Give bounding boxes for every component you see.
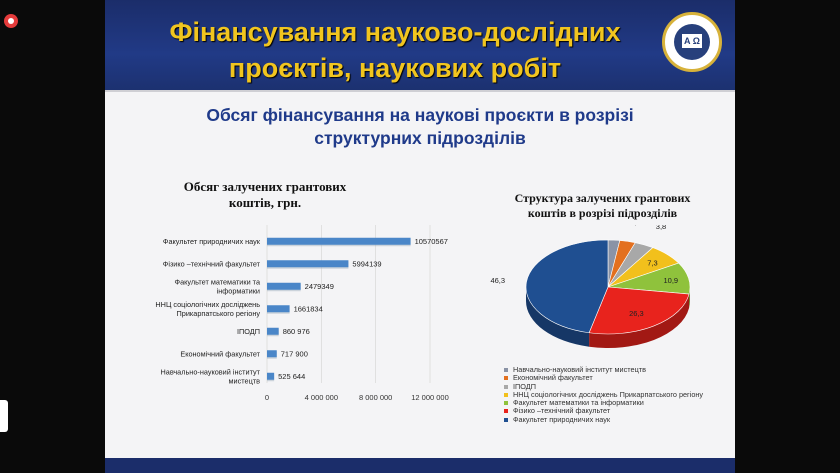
legend-item: ННЦ соціологічних досліджень Прикарпатсь…	[503, 389, 728, 399]
pie-value-label: 2,3	[610, 225, 620, 226]
left-dark-margin	[0, 0, 105, 473]
bar-chart: 0 4 000 000 8 000 000 12 000 000 Факультет п…	[155, 225, 449, 402]
pie-value-label: 7,3	[647, 259, 657, 268]
legend-swatch	[504, 409, 508, 414]
pie-slice-side	[526, 287, 590, 347]
divider	[105, 90, 735, 92]
legend-swatch	[504, 368, 508, 372]
pie-value-label: 46,3	[490, 276, 505, 285]
category-label: Навчально-науковий інститут	[161, 367, 261, 376]
category-label: мистецтв	[229, 376, 261, 385]
bar-chart-title-line1: Обсяг залучених грантових	[183, 179, 347, 194]
legend-item: Економічний факультет	[503, 374, 728, 382]
data-label: 1661834	[294, 305, 323, 314]
legend-swatch	[504, 376, 508, 381]
legend-label: ІПОДП	[513, 381, 536, 391]
pie-slice	[588, 286, 690, 335]
bar	[267, 260, 349, 268]
slide-title-line2: проєктів, наукових робіт	[228, 53, 562, 83]
legend-swatch	[504, 401, 508, 406]
legend-label: Факультет математики та інформатики	[513, 398, 644, 408]
data-label: 860 976	[283, 327, 310, 336]
slide-subtitle-line1: Обсяг фінансування на наукові проєкти в …	[206, 105, 634, 125]
pie-value-label: 3,1	[630, 225, 640, 227]
data-label: 717 900	[281, 350, 308, 359]
pie-chart-title-line2: коштів в розрізі підрозділів	[527, 206, 678, 220]
slide-subtitle-line2: структурних підрозділів	[314, 128, 526, 148]
pie-legend: Навчально-науковий інститут мистецтв Екон…	[503, 365, 728, 424]
presentation-slide: Фінансування науково-дослідних проєктів,…	[105, 0, 735, 473]
category-label: Факультет математики та	[175, 277, 261, 286]
legend-label: Економічний факультет	[513, 373, 593, 383]
legend-item: Факультет природничих наук	[503, 414, 728, 424]
x-tick-label: 12 000 000	[411, 393, 449, 402]
legend-label: Факультет природничих наук	[513, 414, 611, 424]
data-label: 5994139	[352, 260, 381, 269]
x-tick-label: 0	[265, 393, 269, 402]
legend-label: ННЦ соціологічних досліджень Прикарпатсь…	[513, 389, 704, 399]
pie-chart-title: Структура залучених грантових коштів в р…	[490, 191, 715, 221]
pie-chart: 2,3 3,1 3,8 7,3 10,9 26,3 46,3	[490, 225, 691, 348]
bottom-strip	[105, 458, 735, 473]
data-label: 2479349	[305, 282, 334, 291]
category-label: інформатики	[217, 286, 260, 295]
legend-item: Навчально-науковий інститут мистецтв	[503, 365, 728, 374]
category-label: ІПОДП	[237, 327, 260, 336]
category-label: ННЦ соціологічних досліджень	[155, 300, 260, 309]
legend-item: ІПОДП	[503, 381, 728, 391]
pie-slice-side	[589, 294, 690, 348]
logo-emblem: A Ω	[674, 24, 710, 60]
slide-title: Фінансування науково-дослідних проєктів,…	[145, 14, 645, 86]
category-label: Фізико –технічний факультет	[163, 259, 261, 268]
bar	[267, 237, 411, 245]
bar	[267, 350, 277, 358]
data-label: 10570567	[415, 237, 448, 246]
university-logo: A Ω	[662, 12, 722, 72]
legend-swatch	[504, 417, 508, 422]
legend-item: Факультет математики та інформатики	[503, 399, 728, 407]
legend-item: Фізико –технічний факультет	[503, 407, 728, 415]
x-tick-label: 8 000 000	[359, 393, 392, 402]
slide-title-line1: Фінансування науково-дослідних	[169, 17, 621, 47]
category-label: Факультет природничих наук	[163, 237, 261, 246]
pie-value-label: 26,3	[629, 309, 644, 318]
legend-swatch	[504, 392, 508, 397]
bar	[267, 372, 275, 380]
pie-value-label: 10,9	[663, 276, 678, 285]
data-label: 525 644	[278, 372, 305, 381]
legend-swatch	[504, 384, 508, 389]
pie-slice	[525, 239, 609, 334]
bar	[267, 305, 290, 313]
bar	[267, 282, 301, 290]
bar-chart-title-line2: коштів, грн.	[228, 195, 302, 210]
legend-label: Навчально-науковий інститут мистецтв	[513, 365, 646, 374]
pie-value-label: 3,8	[656, 225, 666, 231]
pie-chart-title-line1: Структура залучених грантових	[514, 191, 691, 205]
bar	[267, 327, 279, 335]
title-banner: Фінансування науково-дослідних проєктів,…	[105, 0, 735, 90]
category-label: Економічний факультет	[180, 349, 260, 358]
recording-icon[interactable]	[4, 14, 18, 28]
x-tick-label: 4 000 000	[305, 393, 338, 402]
logo-text: A Ω	[682, 34, 702, 48]
bar-chart-title: Обсяг залучених грантових коштів, грн.	[175, 179, 355, 211]
right-dark-margin	[735, 0, 840, 473]
slide-subtitle: Обсяг фінансування на наукові проєкти в …	[135, 104, 705, 150]
side-tab[interactable]	[0, 400, 8, 432]
legend-label: Фізико –технічний факультет	[513, 406, 611, 416]
category-label: Прикарпатського регіону	[177, 309, 261, 318]
